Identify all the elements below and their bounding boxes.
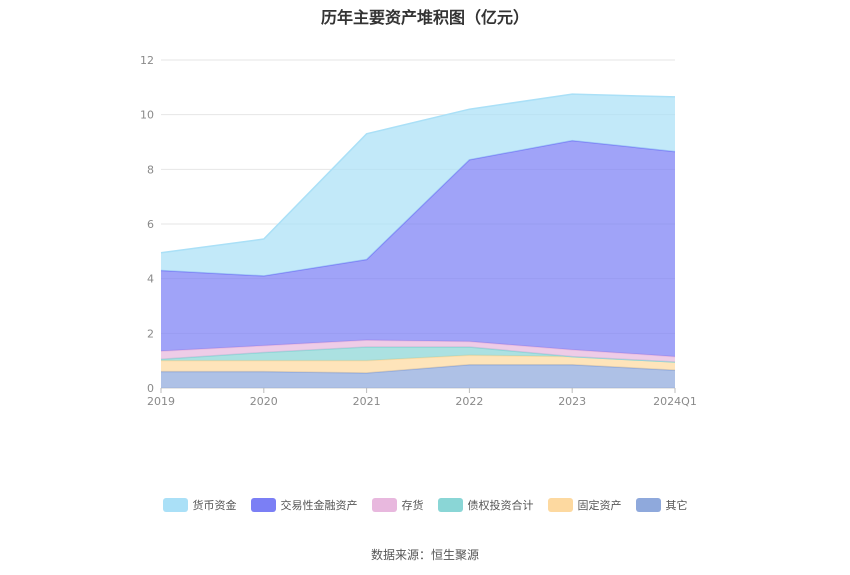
chart-title: 历年主要资产堆积图（亿元）: [320, 8, 529, 27]
legend-item[interactable]: 其它: [635, 497, 688, 513]
series-area-存货: [161, 340, 675, 363]
legend-swatch: [635, 498, 661, 512]
x-tick-label: 2024Q1: [653, 395, 697, 408]
series-area-其它: [161, 364, 675, 388]
legend-swatch: [162, 498, 188, 512]
chart-legend: 货币资金 交易性金融资产 存货 债权投资合计 固定资产 其它: [0, 497, 850, 513]
x-tick-label: 2020: [250, 395, 278, 408]
legend-item[interactable]: 债权投资合计: [437, 497, 534, 513]
y-tick-label: 0: [147, 382, 154, 395]
y-tick-label: 2: [147, 327, 154, 340]
series-area-交易性金融资产: [161, 140, 675, 357]
y-tick-label: 6: [147, 218, 154, 231]
series-area-固定资产: [161, 355, 675, 373]
legend-swatch: [437, 498, 463, 512]
y-tick-label: 4: [147, 273, 154, 286]
legend-swatch: [250, 498, 276, 512]
y-tick-label: 12: [140, 54, 154, 67]
y-tick-label: 10: [140, 109, 154, 122]
legend-item[interactable]: 固定资产: [547, 497, 622, 513]
legend-swatch: [371, 498, 397, 512]
series-area-货币资金: [161, 94, 675, 276]
x-tick-label: 2019: [147, 395, 175, 408]
legend-label: 其它: [665, 499, 688, 512]
legend-label: 存货: [401, 499, 424, 512]
x-tick-label: 2021: [353, 395, 381, 408]
legend-label: 交易性金融资产: [280, 499, 358, 512]
source-note: 数据来源：恒生聚源: [370, 548, 479, 562]
series-line-货币资金: [160, 93, 676, 254]
x-tick-label: 2023: [558, 395, 586, 408]
legend-label: 货币资金: [192, 499, 237, 512]
legend-item[interactable]: 货币资金: [162, 497, 237, 513]
series-area-债权投资合计: [161, 347, 675, 363]
legend-item[interactable]: 存货: [371, 497, 424, 513]
legend-swatch: [547, 498, 573, 512]
legend-item[interactable]: 交易性金融资产: [250, 497, 358, 513]
legend-label: 固定资产: [577, 499, 622, 512]
x-tick-label: 2022: [455, 395, 483, 408]
legend-label: 债权投资合计: [467, 499, 534, 512]
y-tick-label: 8: [147, 163, 154, 176]
